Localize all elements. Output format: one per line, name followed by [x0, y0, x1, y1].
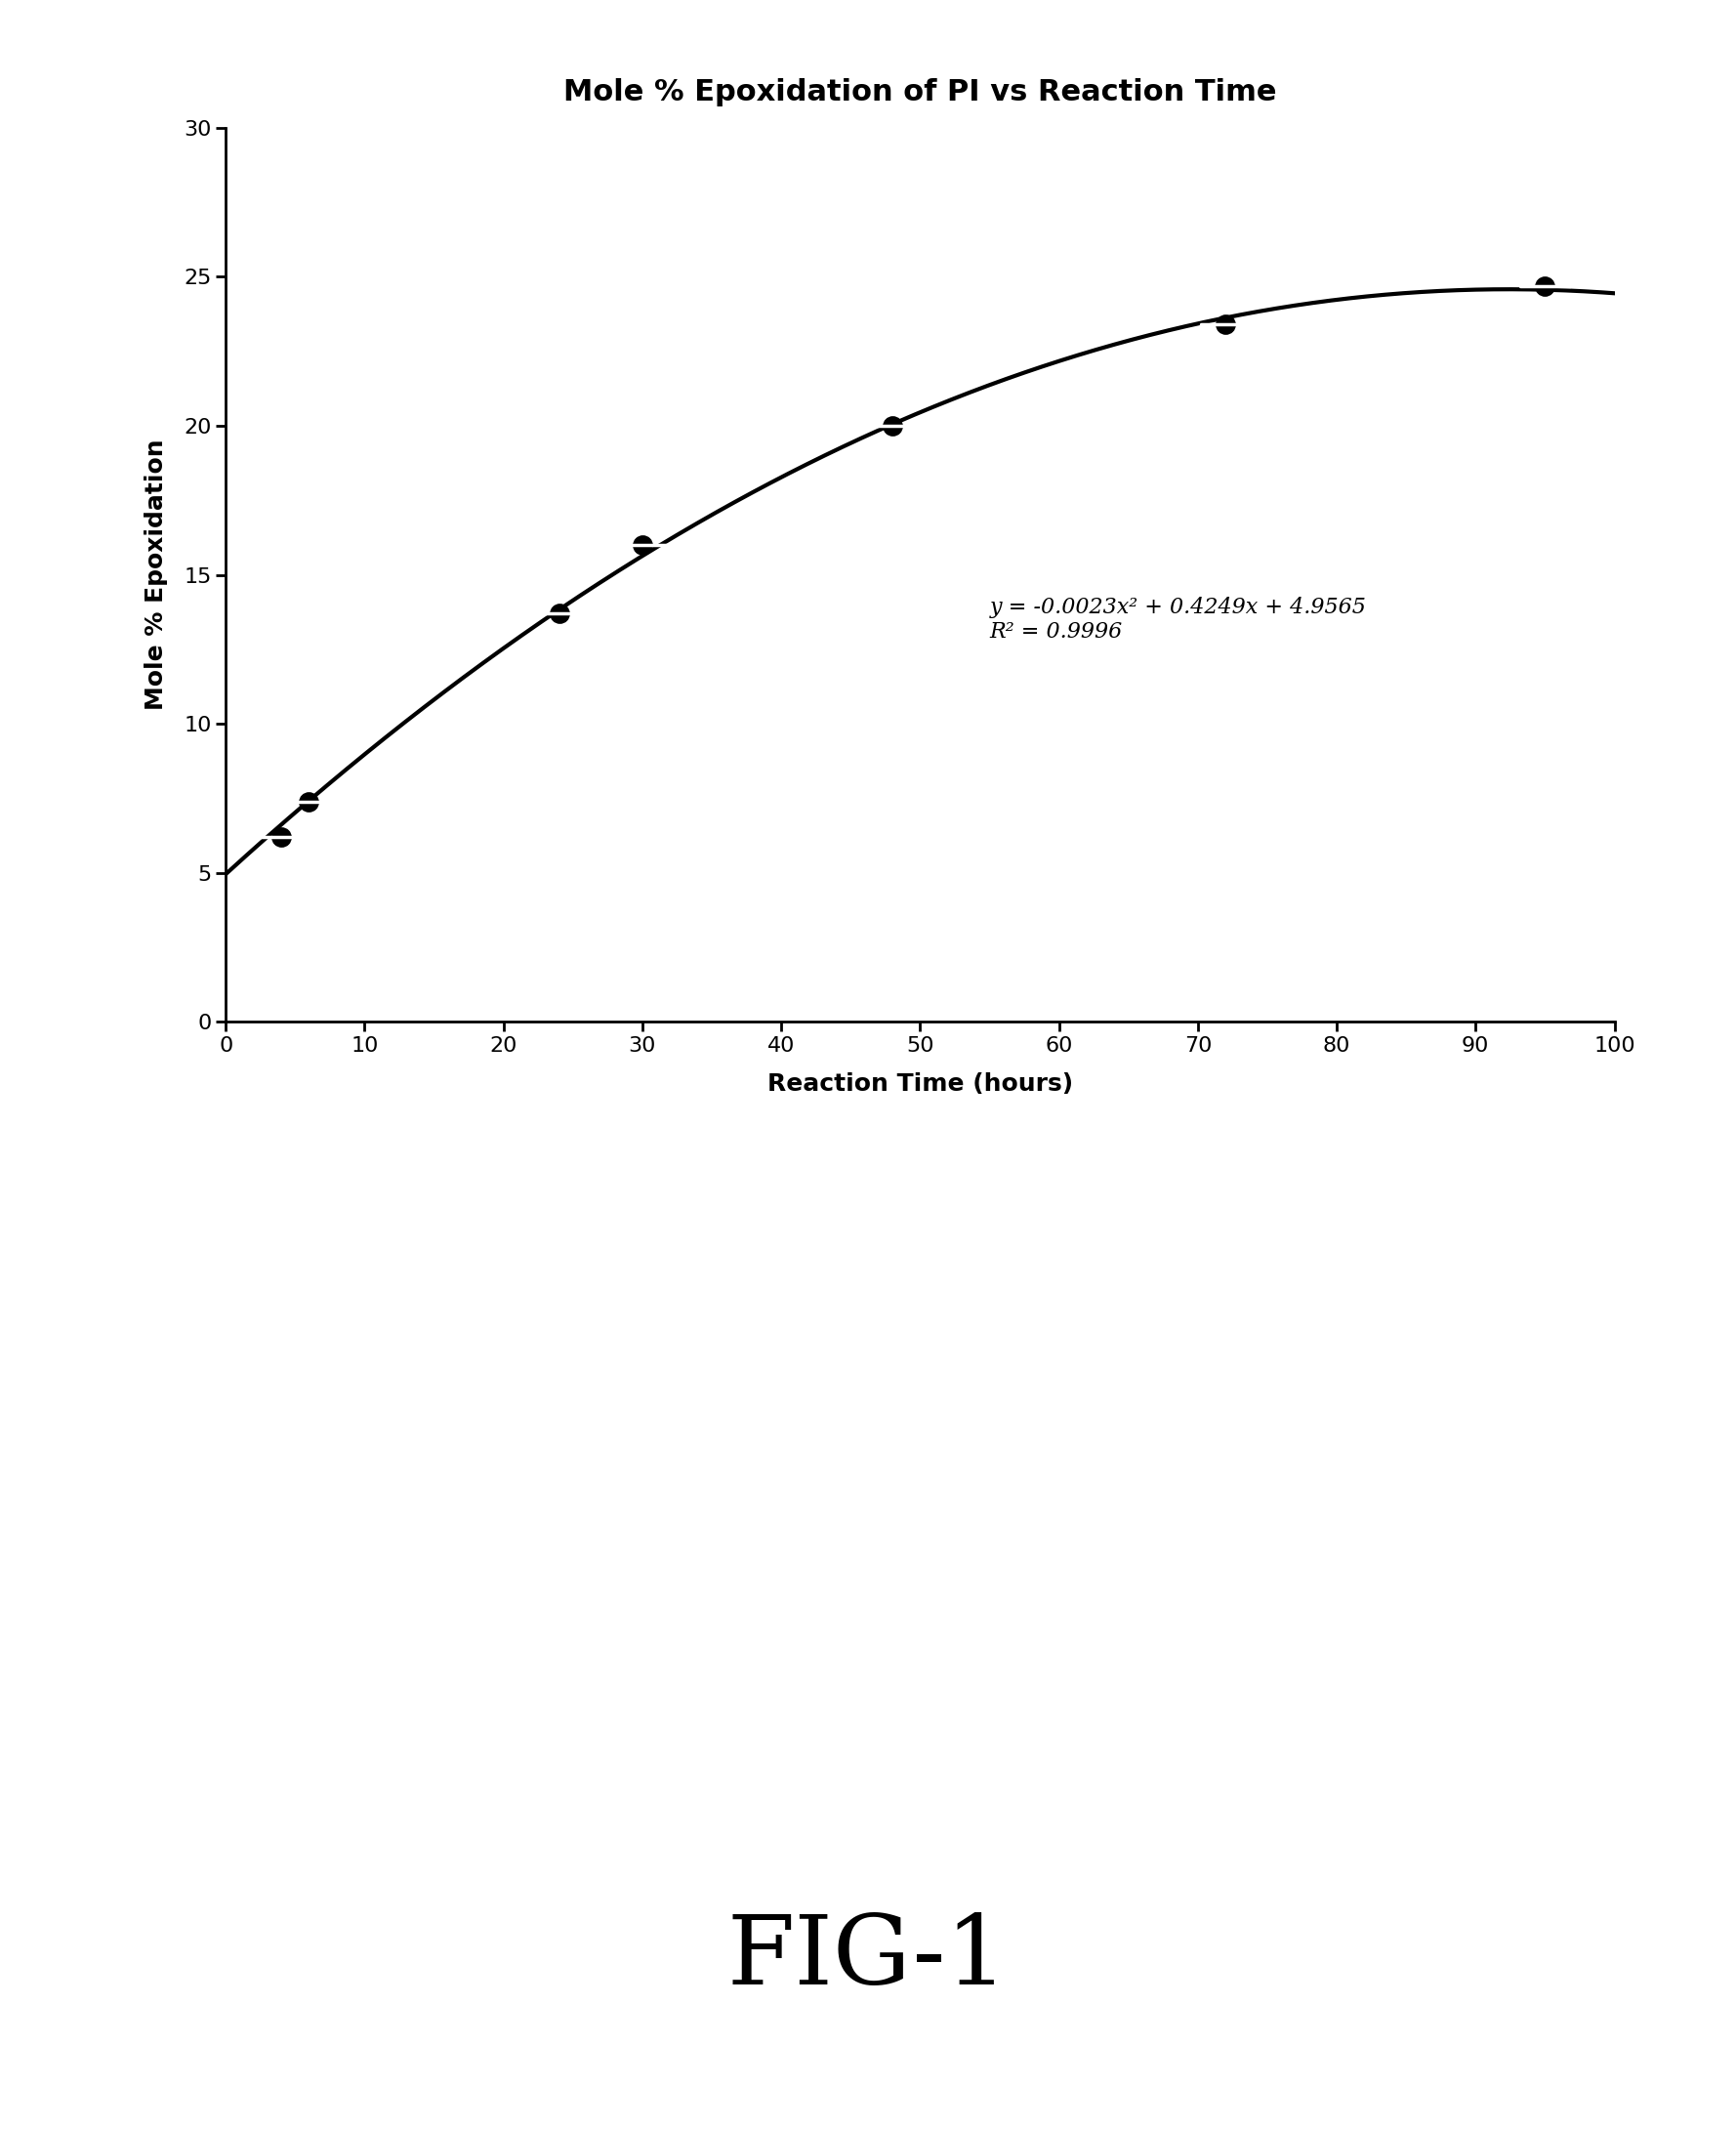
Point	[267, 820, 295, 854]
Text: FIG-1: FIG-1	[727, 1912, 1009, 2006]
Point	[1531, 268, 1559, 302]
Title: Mole % Epoxidation of PI vs Reaction Time: Mole % Epoxidation of PI vs Reaction Tim…	[564, 79, 1276, 106]
Point	[628, 528, 656, 562]
X-axis label: Reaction Time (hours): Reaction Time (hours)	[767, 1073, 1073, 1096]
Point	[878, 409, 906, 443]
Point	[1212, 307, 1240, 341]
Text: y = -0.0023x² + 0.4249x + 4.9565
R² = 0.9996: y = -0.0023x² + 0.4249x + 4.9565 R² = 0.…	[990, 596, 1366, 643]
Point	[295, 783, 323, 818]
Point	[545, 596, 573, 630]
Y-axis label: Mole % Epoxidation: Mole % Epoxidation	[144, 439, 167, 711]
